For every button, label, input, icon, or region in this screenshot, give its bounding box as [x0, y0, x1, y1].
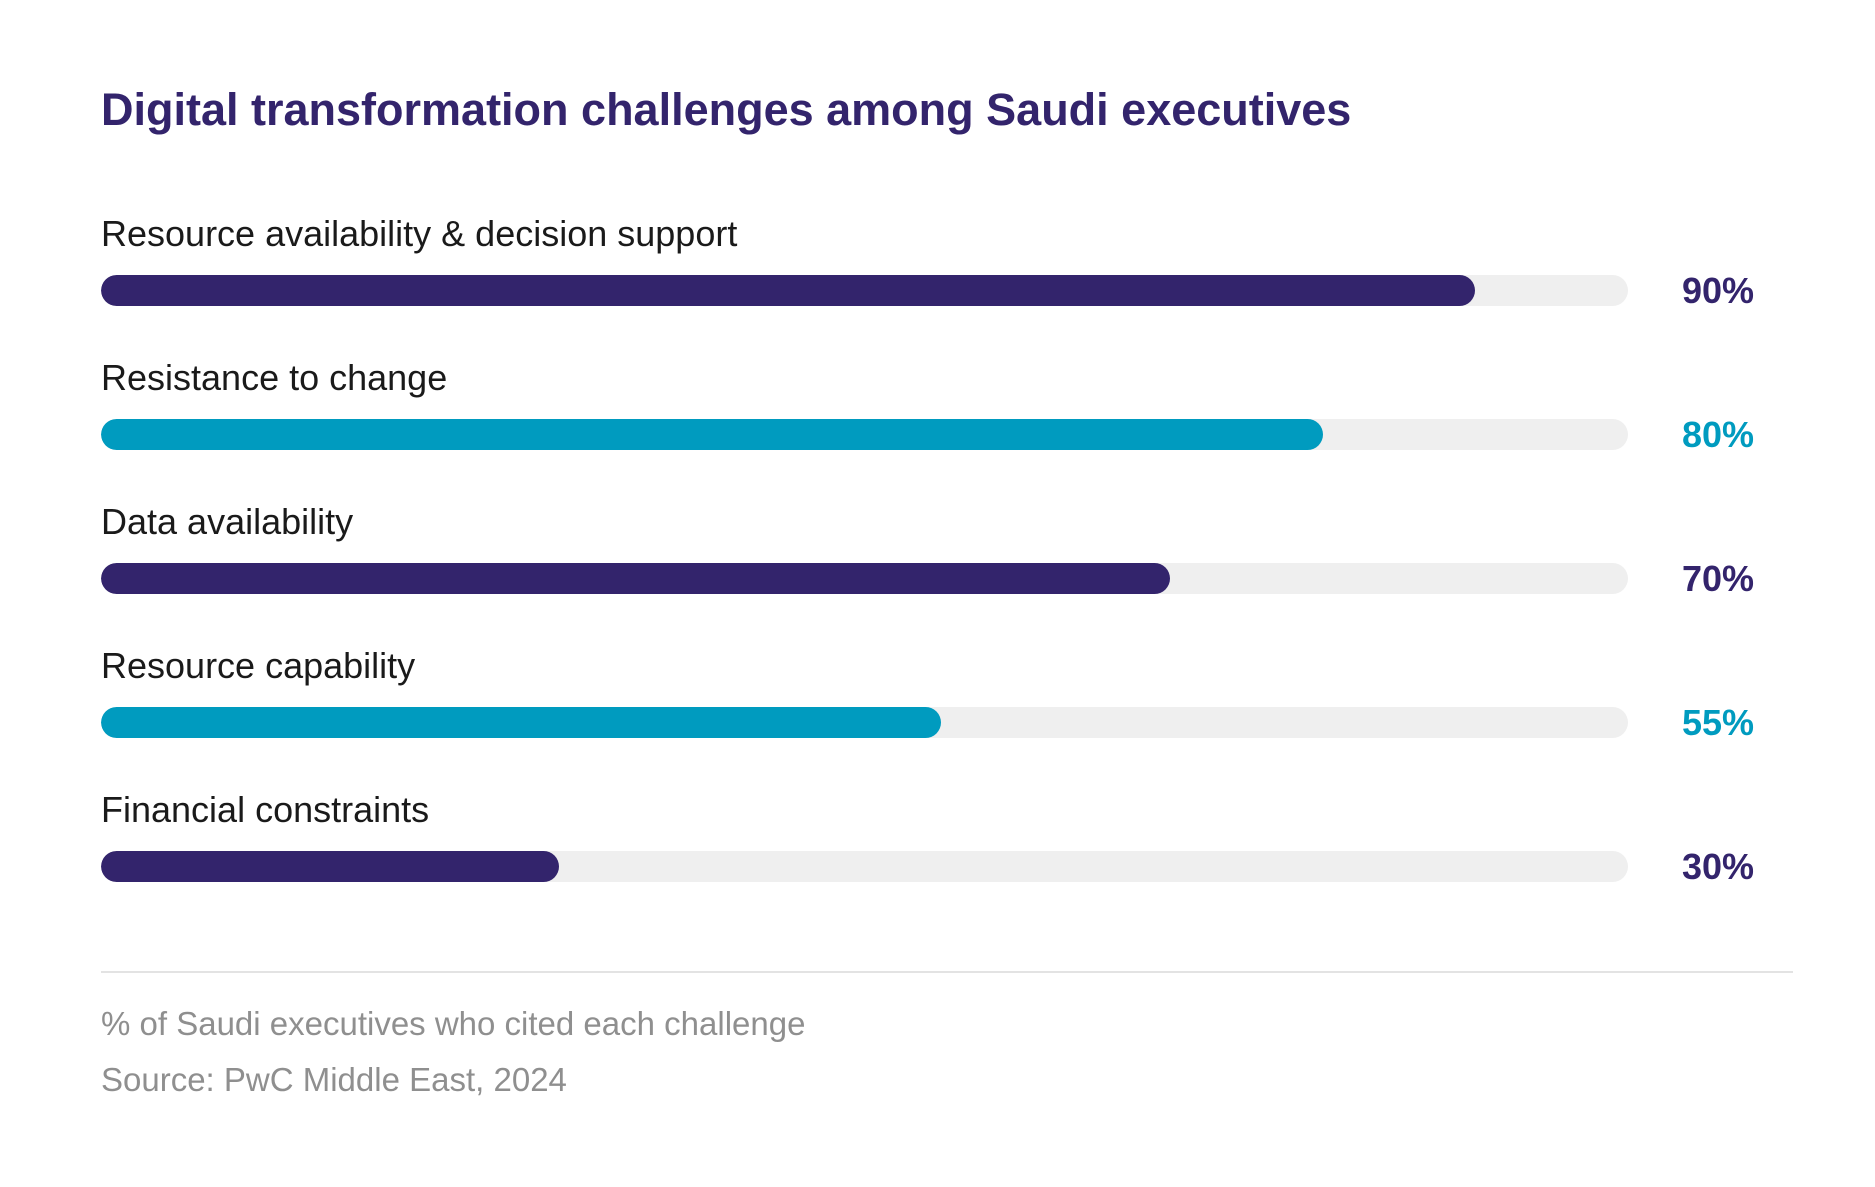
bar-value-label: 30% — [1681, 846, 1754, 887]
chart-source: Source: PwC Middle East, 2024 — [101, 1061, 567, 1098]
bar-track — [101, 707, 1628, 738]
bar-row: Financial constraints 30% — [0, 788, 1875, 908]
bar-track — [101, 851, 1628, 882]
bar-row: Resource availability & decision support… — [0, 212, 1875, 332]
chart-note: % of Saudi executives who cited each cha… — [101, 1005, 806, 1042]
footer-divider — [101, 971, 1793, 973]
bar-category-label: Financial constraints — [101, 789, 430, 830]
bar-value-label: 90% — [1681, 270, 1754, 311]
bar-row: Resource capability 55% — [0, 644, 1875, 764]
chart-title: Digital transformation challenges among … — [101, 84, 1352, 135]
bar-value-label: 80% — [1681, 414, 1754, 455]
bar-row: Resistance to change 80% — [0, 356, 1875, 476]
bar-track — [101, 275, 1628, 306]
bar-value-label: 55% — [1681, 702, 1754, 743]
bar — [101, 563, 1170, 594]
bar — [101, 419, 1323, 450]
bar-row: Data availability 70% — [0, 500, 1875, 620]
bar — [101, 851, 559, 882]
bar-value-label: 70% — [1681, 558, 1754, 599]
bar-category-label: Resource capability — [101, 645, 416, 686]
bar-track — [101, 563, 1628, 594]
bar-track — [101, 419, 1628, 450]
bar-category-label: Resistance to change — [101, 357, 448, 398]
bar — [101, 707, 941, 738]
bar — [101, 275, 1475, 306]
bar-category-label: Resource availability & decision support — [101, 213, 738, 254]
bar-category-label: Data availability — [101, 501, 354, 542]
